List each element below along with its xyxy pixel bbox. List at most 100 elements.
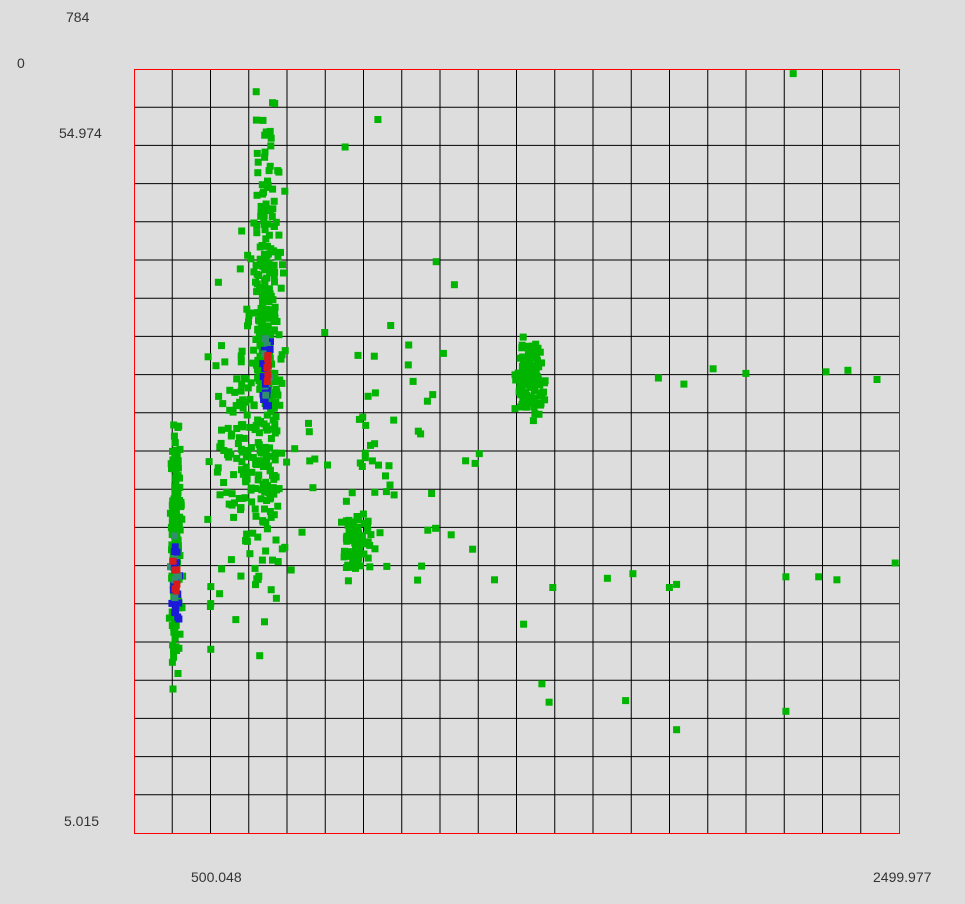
- scatter-point: [235, 434, 243, 442]
- scatter-point: [261, 153, 269, 161]
- scatter-point: [428, 490, 436, 497]
- scatter-point: [357, 550, 365, 558]
- scatter-point: [349, 536, 357, 544]
- scatter-point: [257, 202, 265, 210]
- scatter-point: [418, 562, 426, 570]
- scatter-point: [264, 355, 272, 363]
- scatter-point: [536, 381, 544, 389]
- scatter-point: [235, 495, 243, 502]
- scatter-point: [523, 391, 531, 399]
- scatter-point: [277, 355, 285, 363]
- scatter-point: [518, 341, 526, 349]
- scatter-point: [270, 472, 278, 479]
- scatter-point: [272, 385, 280, 393]
- scatter-point: [390, 416, 398, 424]
- scatter-point: [252, 361, 260, 369]
- scatter-point: [264, 177, 271, 185]
- scatter-point: [529, 379, 537, 386]
- scatter-point: [214, 278, 222, 286]
- scatter-point: [171, 576, 179, 584]
- scatter-point: [170, 421, 178, 429]
- scatter-point: [270, 327, 278, 335]
- scatter-point: [257, 209, 265, 217]
- scatter-point: [254, 356, 262, 364]
- scatter-point: [520, 620, 528, 628]
- scatter-point: [256, 352, 264, 360]
- scatter-point: [238, 227, 246, 235]
- scatter-point: [348, 489, 356, 497]
- scatter-point: [259, 190, 267, 198]
- scatter-point: [269, 296, 277, 304]
- scatter-point: [212, 362, 220, 370]
- scatter-point: [261, 148, 269, 156]
- scatter-point: [511, 405, 519, 413]
- scatter-point: [245, 311, 253, 319]
- scatter-point: [382, 488, 390, 496]
- scatter-point: [291, 445, 299, 453]
- x-axis-right-label: 2499.977: [873, 869, 932, 885]
- scatter-point: [370, 352, 378, 360]
- scatter-point: [533, 350, 540, 358]
- scatter-point: [271, 429, 279, 437]
- scatter-point: [603, 574, 611, 582]
- scatter-point: [246, 550, 254, 558]
- scatter-point: [218, 565, 226, 573]
- y-axis-bottom-label: 5.015: [64, 813, 99, 829]
- scatter-point: [257, 449, 265, 457]
- scatter-point: [223, 488, 231, 496]
- scatter-point: [266, 467, 274, 475]
- scatter-point: [343, 532, 351, 540]
- scatter-point: [270, 197, 278, 205]
- scatter-point: [782, 573, 790, 581]
- scatter-point: [311, 455, 319, 463]
- scatter-point: [537, 401, 545, 409]
- scatter-point: [338, 518, 345, 526]
- scatter-point: [237, 352, 245, 360]
- scatter-point: [267, 207, 275, 214]
- scatter-point: [873, 376, 881, 383]
- scatter-point: [174, 572, 182, 580]
- scatter-point: [261, 385, 269, 393]
- scatter-point: [491, 576, 498, 584]
- scatter-point: [269, 416, 277, 424]
- scatter-point: [342, 564, 350, 571]
- scatter-point: [263, 487, 271, 495]
- scatter-point: [526, 399, 534, 407]
- scatter-point: [252, 278, 259, 286]
- x-axis-left-label: 500.048: [191, 869, 242, 885]
- scatter-point: [347, 552, 354, 560]
- scatter-point: [271, 268, 279, 276]
- scatter-point: [271, 99, 279, 107]
- scatter-point: [358, 534, 366, 542]
- scatter-point: [171, 454, 179, 462]
- scatter-point: [255, 471, 263, 479]
- scatter-point: [309, 484, 317, 492]
- scatter-point: [169, 557, 177, 565]
- scatter-point: [230, 471, 238, 479]
- scatter-point: [247, 379, 255, 387]
- scatter-point: [171, 553, 179, 561]
- scatter-point: [260, 220, 268, 228]
- scatter-point: [342, 497, 350, 505]
- scatter-point: [272, 218, 280, 226]
- scatter-point: [171, 566, 179, 574]
- scatter-point: [252, 581, 259, 589]
- scatter-point: [260, 250, 268, 258]
- scatter-point: [243, 411, 251, 419]
- scatter-point: [371, 440, 379, 448]
- scatter-point: [527, 393, 535, 401]
- scatter-point: [207, 583, 215, 591]
- scatter-point: [216, 491, 224, 499]
- scatter-point: [432, 524, 440, 532]
- scatter-point: [261, 395, 269, 403]
- scatter-point: [278, 449, 286, 457]
- scatter-point: [361, 454, 369, 462]
- scatter-point: [531, 410, 539, 417]
- scatter-point: [281, 543, 289, 551]
- scatter-point: [364, 517, 372, 525]
- scatter-point: [281, 347, 289, 355]
- scatter-point: [265, 167, 273, 175]
- scatter-point: [340, 547, 348, 555]
- scatter-point: [243, 475, 251, 483]
- scatter-point: [266, 162, 274, 170]
